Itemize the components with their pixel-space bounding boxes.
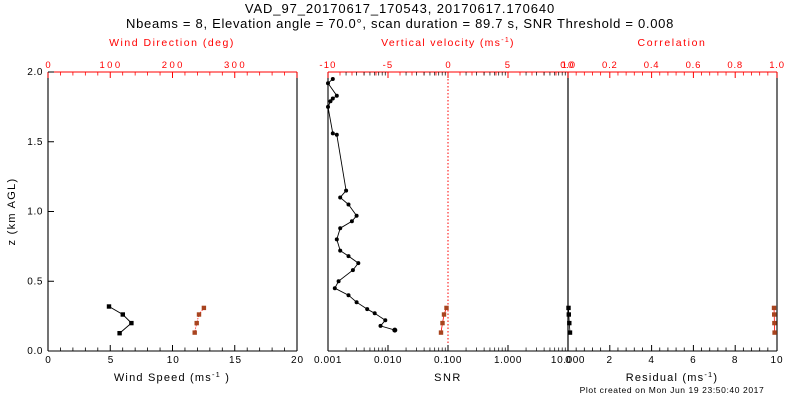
- svg-text:0.5: 0.5: [27, 276, 43, 287]
- svg-text:0.8: 0.8: [727, 60, 743, 71]
- svg-text:Nbeams = 8, Elevation angle =: Nbeams = 8, Elevation angle = 70.0°, sca…: [126, 16, 674, 31]
- svg-text:-5: -5: [383, 60, 394, 71]
- svg-text:0.6: 0.6: [686, 60, 702, 71]
- svg-text:20: 20: [291, 355, 304, 366]
- svg-text:0: 0: [45, 60, 50, 71]
- svg-text:z (km AGL): z (km AGL): [6, 177, 18, 245]
- svg-text:0.4: 0.4: [644, 60, 660, 71]
- svg-text:0: 0: [565, 355, 571, 366]
- svg-text:100: 100: [99, 60, 122, 71]
- svg-text:300: 300: [224, 60, 247, 71]
- svg-text:4: 4: [648, 355, 655, 366]
- svg-text:200: 200: [162, 60, 185, 71]
- svg-text:1.0: 1.0: [27, 207, 43, 218]
- svg-text:0.001: 0.001: [314, 355, 342, 366]
- svg-text:2: 2: [607, 355, 614, 366]
- svg-text:15: 15: [229, 355, 242, 366]
- svg-text:1.5: 1.5: [27, 137, 43, 148]
- svg-text:0: 0: [45, 355, 51, 366]
- svg-text:0.0: 0.0: [560, 60, 576, 71]
- svg-text:Plot created on Mon Jun 19 23:: Plot created on Mon Jun 19 23:50:40 2017: [580, 385, 765, 395]
- svg-text:Wind Direction (deg): Wind Direction (deg): [109, 37, 235, 49]
- svg-text:0.0: 0.0: [27, 346, 43, 357]
- svg-text:10: 10: [770, 355, 783, 366]
- svg-text:5: 5: [108, 355, 115, 366]
- svg-text:1.000: 1.000: [494, 355, 522, 366]
- svg-text:-10: -10: [319, 60, 336, 71]
- svg-text:SNR: SNR: [434, 372, 462, 384]
- svg-text:0.2: 0.2: [602, 60, 618, 71]
- svg-text:0.010: 0.010: [374, 355, 402, 366]
- svg-text:Vertical velocity (ms-1): Vertical velocity (ms-1): [381, 37, 515, 49]
- svg-text:Correlation: Correlation: [638, 37, 707, 49]
- svg-text:5: 5: [505, 60, 511, 71]
- svg-text:0.100: 0.100: [434, 355, 462, 366]
- svg-text:1.0: 1.0: [769, 60, 785, 71]
- svg-text:6: 6: [690, 355, 697, 366]
- svg-text:10: 10: [167, 355, 180, 366]
- svg-text:VAD_97_20170617_170543, 201706: VAD_97_20170617_170543, 20170617.170640: [245, 1, 555, 16]
- svg-text:8: 8: [732, 355, 739, 366]
- svg-text:2.0: 2.0: [27, 67, 43, 78]
- svg-text:0: 0: [445, 60, 450, 71]
